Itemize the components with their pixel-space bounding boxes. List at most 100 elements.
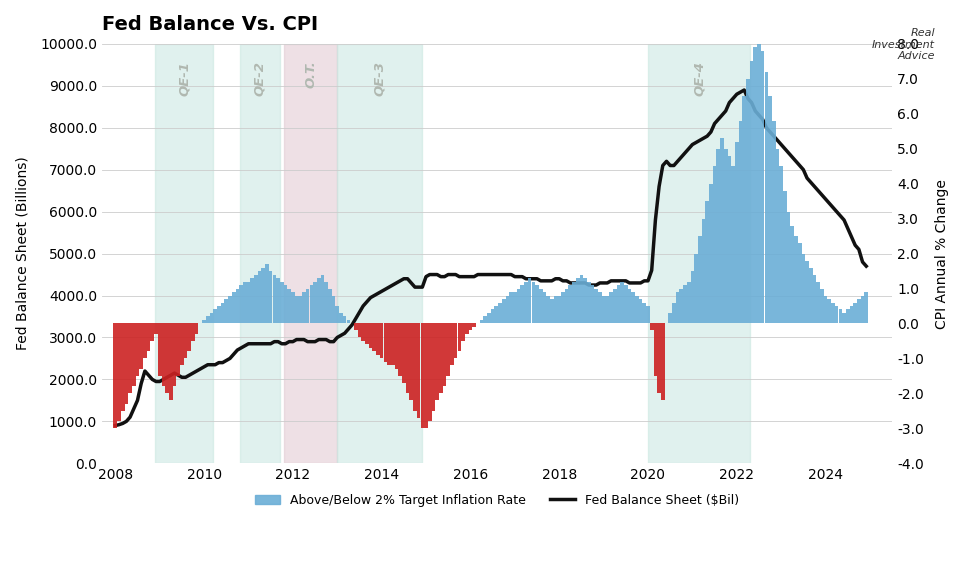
- Bar: [458, 324, 461, 351]
- Bar: [446, 324, 450, 376]
- Bar: [147, 324, 150, 351]
- Bar: [225, 299, 228, 324]
- Text: Fed Balance Vs. CPI: Fed Balance Vs. CPI: [102, 15, 318, 34]
- Bar: [764, 72, 768, 324]
- Bar: [535, 285, 539, 324]
- Bar: [517, 288, 521, 324]
- Bar: [187, 324, 191, 351]
- Bar: [794, 236, 798, 324]
- Bar: [228, 296, 231, 324]
- Bar: [694, 253, 698, 324]
- Bar: [391, 324, 394, 365]
- Bar: [491, 310, 495, 324]
- Bar: [654, 324, 657, 376]
- Bar: [335, 306, 339, 324]
- Bar: [732, 166, 735, 324]
- Bar: [469, 324, 472, 330]
- Bar: [339, 313, 343, 324]
- Bar: [613, 288, 617, 324]
- Bar: [687, 282, 690, 324]
- Bar: [337, 44, 421, 463]
- Bar: [698, 236, 702, 324]
- Bar: [547, 296, 549, 324]
- Bar: [309, 285, 313, 324]
- Bar: [706, 201, 709, 324]
- Bar: [557, 296, 561, 324]
- Bar: [295, 296, 299, 324]
- Bar: [398, 324, 402, 376]
- Bar: [354, 324, 358, 330]
- Bar: [235, 288, 239, 324]
- Bar: [265, 264, 269, 324]
- Bar: [576, 278, 579, 324]
- Bar: [524, 282, 527, 324]
- Bar: [772, 121, 776, 324]
- Bar: [346, 320, 350, 324]
- Bar: [843, 313, 845, 324]
- Bar: [191, 324, 195, 341]
- Bar: [561, 292, 565, 324]
- Bar: [846, 310, 849, 324]
- Bar: [783, 191, 787, 324]
- Bar: [531, 282, 535, 324]
- Bar: [124, 324, 128, 404]
- Bar: [261, 268, 265, 324]
- Bar: [750, 61, 754, 324]
- Bar: [598, 292, 602, 324]
- Bar: [779, 166, 783, 324]
- Bar: [287, 288, 291, 324]
- Bar: [527, 278, 531, 324]
- Bar: [509, 292, 513, 324]
- Bar: [495, 306, 498, 324]
- Bar: [861, 296, 865, 324]
- Text: QE-3: QE-3: [373, 61, 386, 96]
- Bar: [206, 316, 209, 324]
- Bar: [831, 302, 835, 324]
- Bar: [620, 282, 624, 324]
- Bar: [291, 292, 295, 324]
- Bar: [617, 285, 620, 324]
- Bar: [184, 324, 187, 359]
- Bar: [328, 288, 332, 324]
- Text: QE-1: QE-1: [177, 61, 191, 96]
- Bar: [716, 149, 720, 324]
- Bar: [487, 313, 491, 324]
- Bar: [406, 324, 410, 393]
- Bar: [217, 306, 221, 324]
- Bar: [173, 324, 176, 387]
- Bar: [402, 324, 406, 383]
- Bar: [521, 285, 524, 324]
- Bar: [321, 275, 324, 324]
- Bar: [720, 138, 724, 324]
- Bar: [114, 324, 117, 428]
- Bar: [136, 324, 140, 376]
- Bar: [162, 324, 165, 387]
- Bar: [480, 320, 483, 324]
- Bar: [579, 275, 583, 324]
- Bar: [642, 302, 646, 324]
- Bar: [505, 296, 509, 324]
- Bar: [454, 324, 458, 359]
- Bar: [513, 292, 517, 324]
- Bar: [776, 149, 779, 324]
- Bar: [650, 324, 654, 330]
- Bar: [120, 324, 124, 411]
- Bar: [313, 282, 317, 324]
- Bar: [676, 292, 680, 324]
- Bar: [343, 316, 346, 324]
- Bar: [380, 324, 384, 359]
- Y-axis label: Fed Balance Sheet (Billions): Fed Balance Sheet (Billions): [15, 157, 29, 351]
- Bar: [213, 310, 217, 324]
- Bar: [195, 324, 199, 334]
- Bar: [158, 324, 162, 376]
- Bar: [154, 324, 158, 334]
- Bar: [420, 324, 424, 428]
- Bar: [539, 288, 543, 324]
- Bar: [202, 320, 206, 324]
- Bar: [565, 288, 569, 324]
- Bar: [631, 292, 635, 324]
- Bar: [865, 292, 869, 324]
- Bar: [801, 253, 805, 324]
- Bar: [798, 243, 801, 324]
- Bar: [728, 156, 731, 324]
